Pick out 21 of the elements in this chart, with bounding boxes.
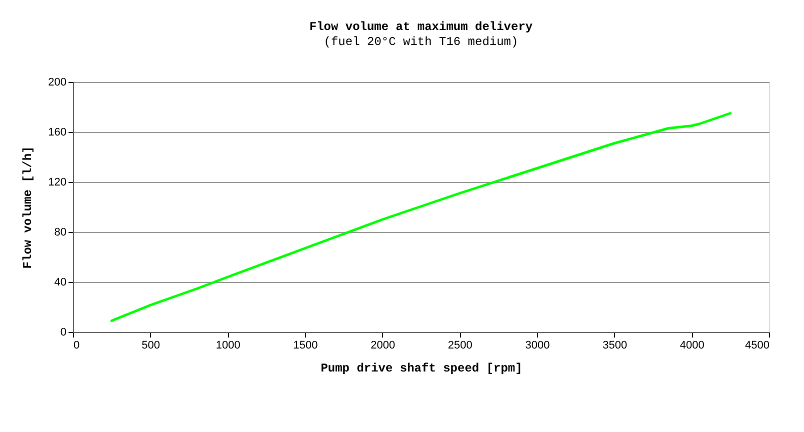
x-tick-label: 4000: [680, 340, 704, 352]
x-tick-label: 0: [74, 340, 80, 352]
y-tick-label: 0: [60, 326, 66, 338]
line-series: [110, 112, 732, 322]
x-tick-label: 500: [142, 340, 160, 352]
x-tick-label: 3000: [525, 340, 550, 352]
x-tick-label: 1500: [293, 340, 318, 352]
x-tick-label: 3500: [602, 340, 628, 352]
chart-title: Flow volume at maximum delivery: [309, 20, 533, 34]
y-axis-title: Flow volume [l/h]: [21, 146, 36, 269]
y-tick-label: 40: [54, 276, 66, 288]
chart-subtitle: (fuel 20°C with T16 medium): [324, 35, 518, 49]
y-tick-label: 160: [48, 126, 66, 138]
y-tick-label: 200: [48, 76, 66, 88]
x-tick-label: 2000: [370, 340, 396, 352]
y-tick-label: 80: [54, 226, 66, 238]
x-tick-label: 1000: [216, 340, 240, 352]
x-tick-label: 4500: [745, 340, 770, 352]
y-tick-label: 120: [48, 176, 66, 188]
x-axis-title: Pump drive shaft speed [rpm]: [320, 362, 522, 376]
x-tick-label: 2500: [448, 340, 472, 352]
